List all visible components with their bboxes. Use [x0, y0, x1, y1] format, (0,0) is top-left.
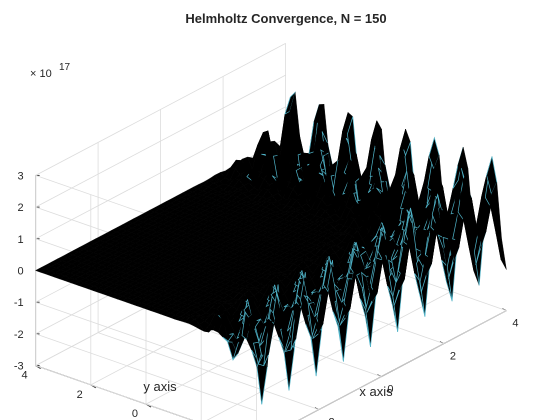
- z-tick-label: 2: [17, 202, 23, 214]
- y-tick-label: 4: [21, 370, 27, 382]
- z-tick-label: -3: [14, 361, 24, 373]
- grid-line-back-z: [35, 106, 286, 240]
- z-exponent-base: × 10: [30, 68, 52, 80]
- y-tick-label: 0: [132, 408, 138, 420]
- chart-title: Helmholtz Convergence, N = 150: [185, 11, 386, 26]
- y-axis-label: y axis: [143, 379, 177, 394]
- y-tick-labels: -4-2024: [21, 370, 138, 420]
- y-tick-label: 2: [77, 389, 83, 401]
- x-tick-label: 0: [387, 384, 393, 396]
- grid-line-left-z: [35, 365, 193, 420]
- z-tick-label: -1: [14, 297, 24, 309]
- z-exponent: × 10 17: [30, 62, 71, 80]
- z-tick-labels: -3 -2 -1 0 1 2 3: [14, 170, 24, 372]
- surface-mesh: [35, 91, 507, 405]
- z-tick-label: -2: [14, 329, 24, 341]
- x-axis-label: x axis: [359, 384, 393, 399]
- x-tick-label: 2: [450, 351, 456, 363]
- x-tick-label: 4: [512, 318, 518, 330]
- grid-line-back-z: [35, 43, 286, 176]
- surface-patch: [495, 233, 507, 270]
- z-exponent-power: 17: [59, 62, 71, 73]
- grid-line-left-z: [35, 301, 257, 380]
- z-tick-label: 1: [17, 234, 23, 246]
- z-tick-label: 0: [17, 266, 23, 278]
- grid-line-floor-y: [206, 290, 452, 420]
- z-tick-label: 3: [17, 170, 23, 182]
- x-tick-labels: -4-2024: [325, 318, 519, 420]
- x-tick-label: -2: [325, 417, 335, 420]
- grid-line-left-z: [35, 333, 257, 412]
- grid-line-floor-y: [298, 310, 507, 420]
- grid-line-back-z: [35, 74, 286, 208]
